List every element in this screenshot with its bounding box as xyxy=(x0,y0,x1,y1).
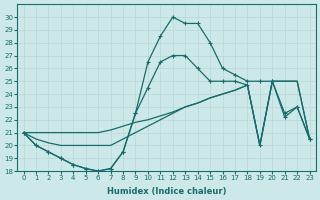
X-axis label: Humidex (Indice chaleur): Humidex (Indice chaleur) xyxy=(107,187,226,196)
